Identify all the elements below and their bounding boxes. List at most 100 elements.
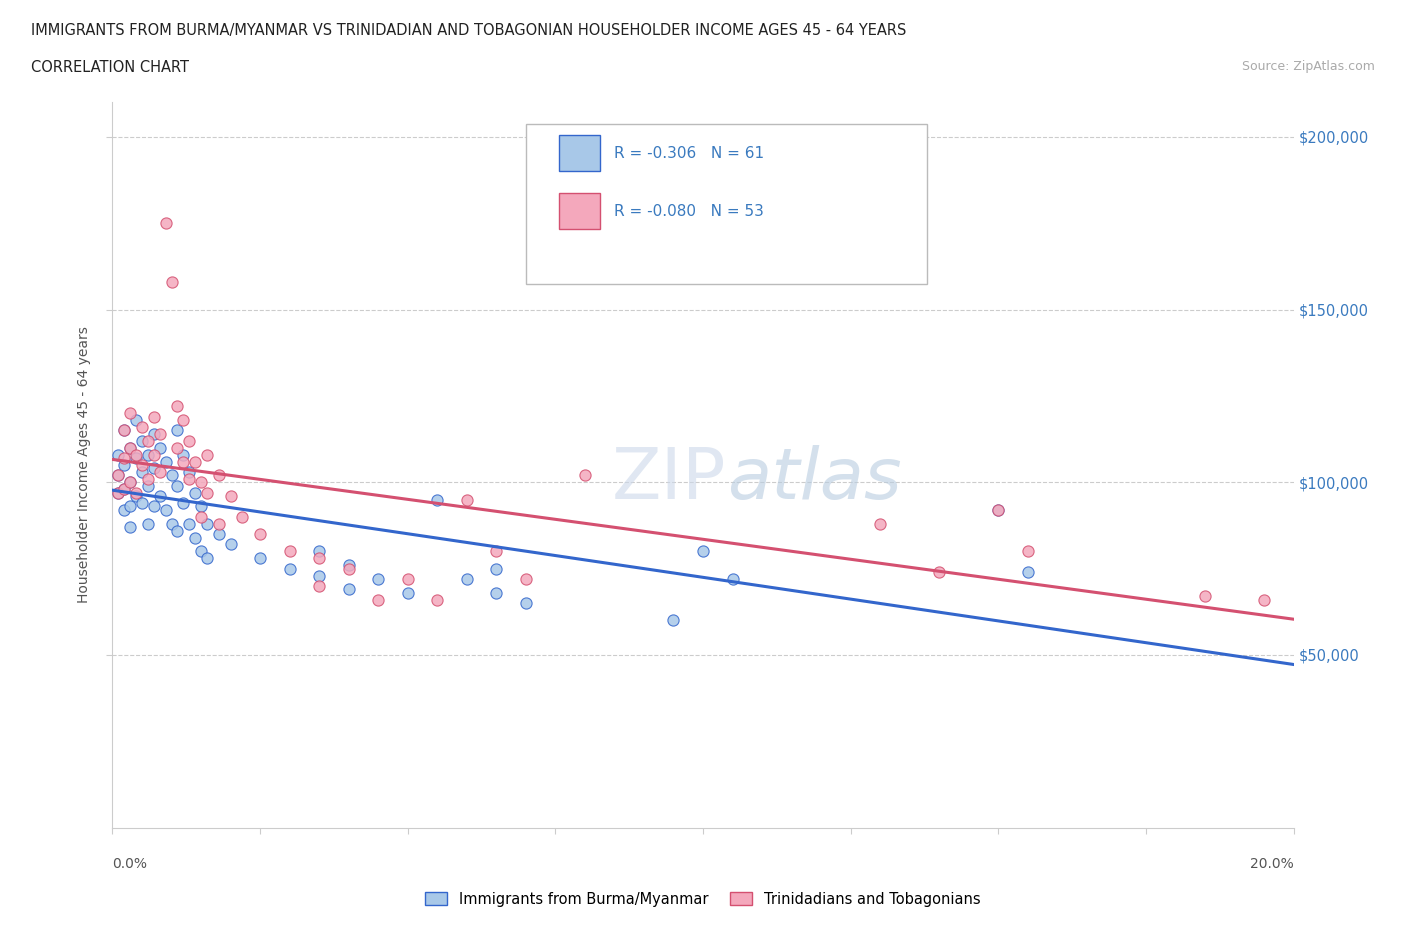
Point (125, 485, 148, 500)
Text: Source: ZipAtlas.com: Source: ZipAtlas.com (1241, 60, 1375, 73)
Point (337, 582, 360, 597)
Point (142, 461, 165, 476)
Point (136, 478, 159, 493)
Point (131, 496, 153, 511)
Point (125, 413, 148, 428)
Point (308, 551, 330, 565)
Point (928, 565, 950, 579)
Point (125, 451, 148, 466)
Point (179, 433, 201, 448)
Y-axis label: Householder Income Ages 45 - 64 years: Householder Income Ages 45 - 64 years (77, 326, 91, 604)
Point (149, 464, 172, 479)
Point (515, 572, 537, 587)
Point (125, 447, 148, 462)
Text: CORRELATION CHART: CORRELATION CHART (31, 60, 188, 75)
Point (195, 516, 218, 531)
Point (485, 561, 508, 576)
Point (136, 516, 159, 531)
Point (869, 516, 891, 531)
Point (184, 485, 207, 500)
Point (112, 502, 135, 517)
Text: 20.0%: 20.0% (1250, 857, 1294, 870)
Point (107, 485, 129, 500)
Point (485, 544, 508, 559)
Point (515, 596, 537, 611)
Point (131, 464, 153, 479)
Point (112, 482, 135, 497)
Point (160, 468, 183, 483)
Point (179, 516, 201, 531)
Point (208, 516, 231, 531)
Point (219, 537, 242, 551)
Point (112, 423, 135, 438)
Text: ZIP: ZIP (612, 445, 727, 514)
Point (208, 468, 231, 483)
Point (1194, 589, 1216, 604)
Point (190, 510, 212, 525)
Point (249, 526, 271, 541)
Point (721, 572, 744, 587)
Point (337, 561, 360, 576)
Point (112, 423, 135, 438)
Point (149, 488, 172, 503)
Point (278, 544, 301, 559)
Point (396, 572, 419, 587)
Point (142, 447, 165, 462)
Point (131, 458, 153, 472)
Point (692, 544, 714, 559)
Point (179, 464, 201, 479)
Point (125, 488, 148, 503)
Point (107, 485, 129, 500)
Point (456, 572, 478, 587)
Point (662, 613, 685, 628)
Point (166, 440, 188, 455)
Point (120, 475, 142, 490)
FancyBboxPatch shape (560, 193, 600, 230)
Point (120, 520, 142, 535)
Point (184, 454, 207, 469)
Point (190, 544, 212, 559)
Point (172, 447, 194, 462)
Legend: Immigrants from Burma/Myanmar, Trinidadians and Tobagonians: Immigrants from Burma/Myanmar, Trinidadi… (419, 885, 987, 912)
Point (166, 524, 188, 538)
Point (184, 530, 207, 545)
Point (308, 568, 330, 583)
FancyBboxPatch shape (560, 135, 600, 171)
Point (155, 502, 177, 517)
Point (367, 592, 389, 607)
Point (485, 585, 508, 600)
Point (120, 475, 142, 490)
Point (1017, 544, 1039, 559)
Point (166, 423, 188, 438)
Point (278, 561, 301, 576)
Point (142, 499, 165, 514)
Text: 0.0%: 0.0% (112, 857, 148, 870)
Point (112, 451, 135, 466)
Point (195, 551, 218, 565)
Point (149, 427, 172, 442)
Point (107, 468, 129, 483)
Point (166, 399, 188, 414)
Text: IMMIGRANTS FROM BURMA/MYANMAR VS TRINIDADIAN AND TOBAGONIAN HOUSEHOLDER INCOME A: IMMIGRANTS FROM BURMA/MYANMAR VS TRINIDA… (31, 23, 907, 38)
Point (219, 488, 242, 503)
Point (179, 472, 201, 486)
Point (142, 427, 165, 442)
Point (120, 405, 142, 420)
Point (1253, 592, 1275, 607)
Point (426, 592, 449, 607)
Point (136, 433, 159, 448)
Point (160, 274, 183, 289)
FancyBboxPatch shape (526, 124, 928, 284)
Point (136, 447, 159, 462)
Point (231, 510, 253, 525)
Point (208, 526, 231, 541)
Point (337, 558, 360, 573)
Point (190, 499, 212, 514)
Point (142, 409, 165, 424)
Point (107, 468, 129, 483)
Point (396, 585, 419, 600)
Point (195, 447, 218, 462)
Point (249, 551, 271, 565)
Point (166, 478, 188, 493)
Point (120, 440, 142, 455)
